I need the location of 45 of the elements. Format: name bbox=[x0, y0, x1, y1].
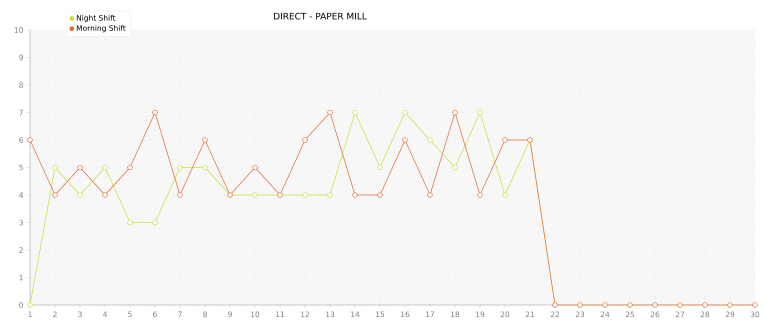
point bbox=[352, 192, 358, 198]
point bbox=[52, 192, 58, 198]
point bbox=[252, 192, 258, 198]
point bbox=[377, 192, 383, 198]
point bbox=[327, 192, 333, 198]
point bbox=[302, 137, 308, 143]
point bbox=[402, 137, 408, 143]
point bbox=[427, 137, 433, 143]
point bbox=[377, 164, 383, 170]
point bbox=[602, 302, 608, 308]
point bbox=[452, 164, 458, 170]
point bbox=[677, 302, 683, 308]
point bbox=[352, 110, 358, 116]
point bbox=[177, 164, 183, 170]
point bbox=[477, 110, 483, 116]
point bbox=[752, 302, 758, 308]
point bbox=[252, 164, 258, 170]
point bbox=[152, 220, 158, 226]
point bbox=[27, 302, 33, 308]
point bbox=[302, 192, 308, 198]
point bbox=[652, 302, 658, 308]
point bbox=[102, 164, 108, 170]
point bbox=[327, 110, 333, 116]
point bbox=[27, 137, 33, 143]
point bbox=[102, 192, 108, 198]
point bbox=[127, 220, 133, 226]
point bbox=[152, 110, 158, 116]
point bbox=[202, 137, 208, 143]
chart-title: DIRECT - PAPER MILL bbox=[274, 12, 367, 20]
point bbox=[702, 302, 708, 308]
point bbox=[502, 192, 508, 198]
point bbox=[177, 192, 183, 198]
point bbox=[202, 164, 208, 170]
point bbox=[77, 164, 83, 170]
point bbox=[402, 110, 408, 116]
point bbox=[452, 110, 458, 116]
point bbox=[627, 302, 633, 308]
point bbox=[477, 192, 483, 198]
point bbox=[727, 302, 733, 308]
point bbox=[52, 164, 58, 170]
point bbox=[77, 192, 83, 198]
point bbox=[577, 302, 583, 308]
point bbox=[127, 164, 133, 170]
point bbox=[427, 192, 433, 198]
point bbox=[502, 137, 508, 143]
